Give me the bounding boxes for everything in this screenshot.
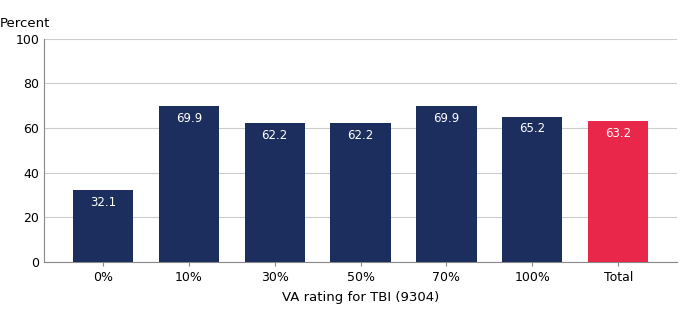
Text: 63.2: 63.2	[605, 127, 631, 140]
Bar	[502, 117, 562, 262]
Bar	[417, 106, 477, 262]
Text: 62.2: 62.2	[261, 129, 288, 142]
Text: 65.2: 65.2	[519, 122, 545, 135]
Text: Percent: Percent	[0, 17, 50, 30]
Text: 69.9: 69.9	[434, 112, 460, 125]
X-axis label: VA rating for TBI (9304): VA rating for TBI (9304)	[282, 291, 439, 304]
Bar	[588, 121, 648, 262]
Bar	[245, 123, 305, 262]
Bar	[73, 190, 133, 262]
Bar	[330, 123, 391, 262]
Text: 32.1: 32.1	[90, 196, 116, 209]
Text: 69.9: 69.9	[176, 112, 202, 125]
Bar	[159, 106, 219, 262]
Text: 62.2: 62.2	[347, 129, 373, 142]
